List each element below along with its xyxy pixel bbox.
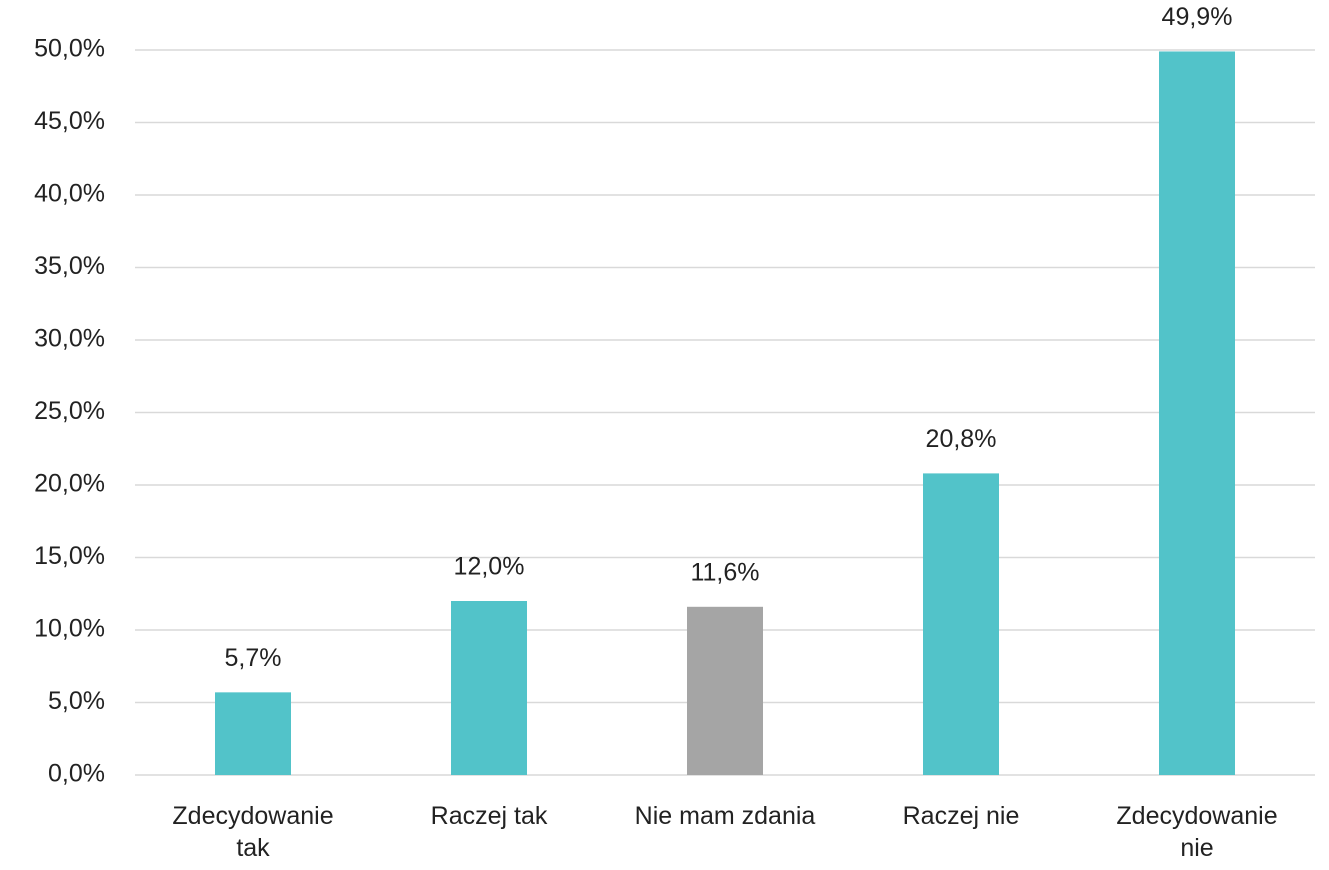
data-label: 5,7% — [225, 644, 282, 672]
x-tick-label: Nie mam zdania — [634, 802, 816, 830]
y-tick-label: 5,0% — [48, 687, 105, 715]
data-label: 12,0% — [454, 553, 525, 581]
y-tick-label: 0,0% — [48, 760, 105, 788]
data-label: 20,8% — [926, 425, 997, 453]
x-tick-label: Zdecydowanie nie — [1116, 802, 1278, 862]
x-tick-label: Zdecydowanie tak — [172, 802, 334, 862]
bar — [451, 601, 527, 775]
y-tick-label: 20,0% — [34, 470, 105, 498]
x-tick-label: Raczej tak — [430, 802, 548, 830]
bar — [215, 692, 291, 775]
y-tick-label: 25,0% — [34, 397, 105, 425]
y-tick-label: 45,0% — [34, 107, 105, 135]
x-tick-label: Raczej nie — [902, 802, 1020, 830]
bar — [687, 606, 763, 775]
bar — [923, 473, 999, 775]
y-tick-label: 15,0% — [34, 542, 105, 570]
bar — [1159, 51, 1235, 775]
data-label: 49,9% — [1162, 3, 1233, 31]
y-tick-label: 40,0% — [34, 180, 105, 208]
y-tick-label: 30,0% — [34, 325, 105, 353]
y-tick-label: 10,0% — [34, 615, 105, 643]
data-label: 11,6% — [690, 558, 759, 586]
y-tick-label: 50,0% — [34, 35, 105, 63]
y-tick-label: 35,0% — [34, 252, 105, 280]
